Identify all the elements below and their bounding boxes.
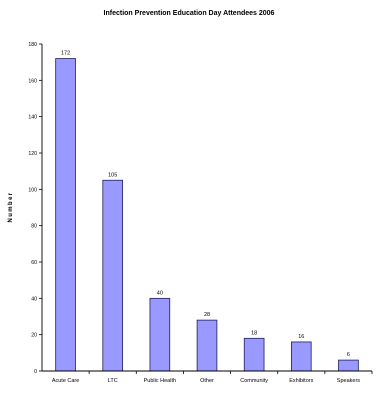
bar-ltc	[102, 179, 124, 372]
data-label: 16	[298, 334, 304, 340]
x-axis-labels: Acute Care LTC Public Health Other Community…	[52, 371, 373, 384]
y-axis-ticks: 0 20 40 60 80 100 120 140 160 180	[28, 42, 42, 375]
y-tick-label: 0	[34, 369, 37, 375]
data-label: 28	[204, 312, 210, 318]
bar-acute-care	[55, 58, 76, 372]
data-label: 18	[251, 330, 257, 336]
x-category-label: Community	[240, 378, 268, 384]
y-tick-label: 120	[28, 151, 37, 157]
bar-community	[243, 337, 265, 372]
x-category-label: Exhibitors	[289, 378, 313, 384]
axes-group	[41, 44, 372, 372]
y-tick-label: 60	[31, 260, 37, 266]
data-label: 6	[347, 352, 350, 358]
bars-group	[55, 58, 359, 372]
y-tick-label: 160	[28, 78, 37, 84]
x-category-label: Acute Care	[52, 378, 80, 384]
y-tick-label: 20	[31, 333, 37, 339]
chart-title: Infection Prevention Education Day Atten…	[104, 10, 275, 17]
x-category-label: LTC	[108, 378, 118, 384]
data-label: 40	[157, 290, 163, 296]
data-labels-group: 172 105 40 28 18 16 6	[61, 51, 350, 359]
y-tick-label: 180	[28, 42, 37, 48]
x-category-label: Speakers	[337, 378, 360, 384]
y-tick-label: 140	[28, 115, 37, 121]
x-category-label: Other	[200, 378, 214, 384]
y-tick-label: 40	[31, 296, 37, 302]
y-tick-label: 80	[31, 224, 37, 230]
x-category-label: Public Health	[144, 378, 176, 384]
data-label: 172	[61, 51, 70, 57]
bar-other	[196, 319, 218, 372]
y-axis-label: Number	[8, 191, 14, 222]
bar-exhibitors	[290, 341, 312, 372]
bar-public-health	[149, 297, 171, 372]
y-tick-label: 100	[28, 187, 37, 193]
data-label: 105	[108, 172, 117, 178]
bar-speakers	[338, 359, 359, 372]
